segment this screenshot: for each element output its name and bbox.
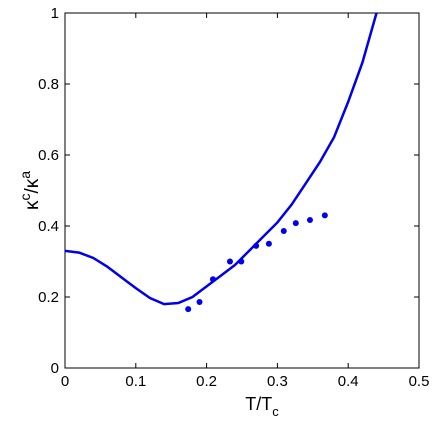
y-tick-label: 0	[51, 360, 59, 377]
x-tick-label: 0.3	[267, 373, 288, 390]
plot-area	[65, 12, 378, 313]
y-tick-label: 0.6	[38, 147, 59, 164]
plot-frame	[64, 12, 420, 369]
data-point	[226, 258, 233, 265]
x-tick-label: 0.5	[409, 373, 430, 390]
x-axis-label: T/Tc	[245, 394, 279, 416]
data-point	[185, 306, 192, 313]
y-tick-label: 0.2	[38, 289, 59, 306]
y-label-part: a	[17, 171, 33, 179]
y-label-part: κ	[22, 200, 43, 210]
data-point	[280, 227, 287, 234]
data-point	[265, 240, 272, 247]
y-label-part: c	[17, 194, 33, 201]
curve	[65, 12, 378, 306]
y-tick-label: 1	[51, 5, 59, 22]
y-label-part: /κ	[22, 178, 43, 193]
x-label-part: c	[272, 404, 279, 416]
data-point	[238, 258, 245, 265]
x-label-part: T/T	[245, 394, 272, 414]
data-point	[321, 212, 328, 219]
data-point	[209, 276, 216, 283]
x-tick-label: 0	[61, 373, 69, 390]
x-tick-label: 0.2	[196, 373, 217, 390]
data-point	[292, 220, 299, 227]
data-point	[306, 216, 313, 223]
y-tick-label: 0.4	[38, 218, 59, 235]
x-tick-label: 0.1	[125, 373, 146, 390]
y-tick-label: 0.8	[38, 76, 59, 93]
data-point	[196, 298, 203, 305]
y-axis-label: κc/κa	[17, 171, 43, 210]
data-point	[253, 242, 260, 249]
x-tick-label: 0.4	[338, 373, 359, 390]
